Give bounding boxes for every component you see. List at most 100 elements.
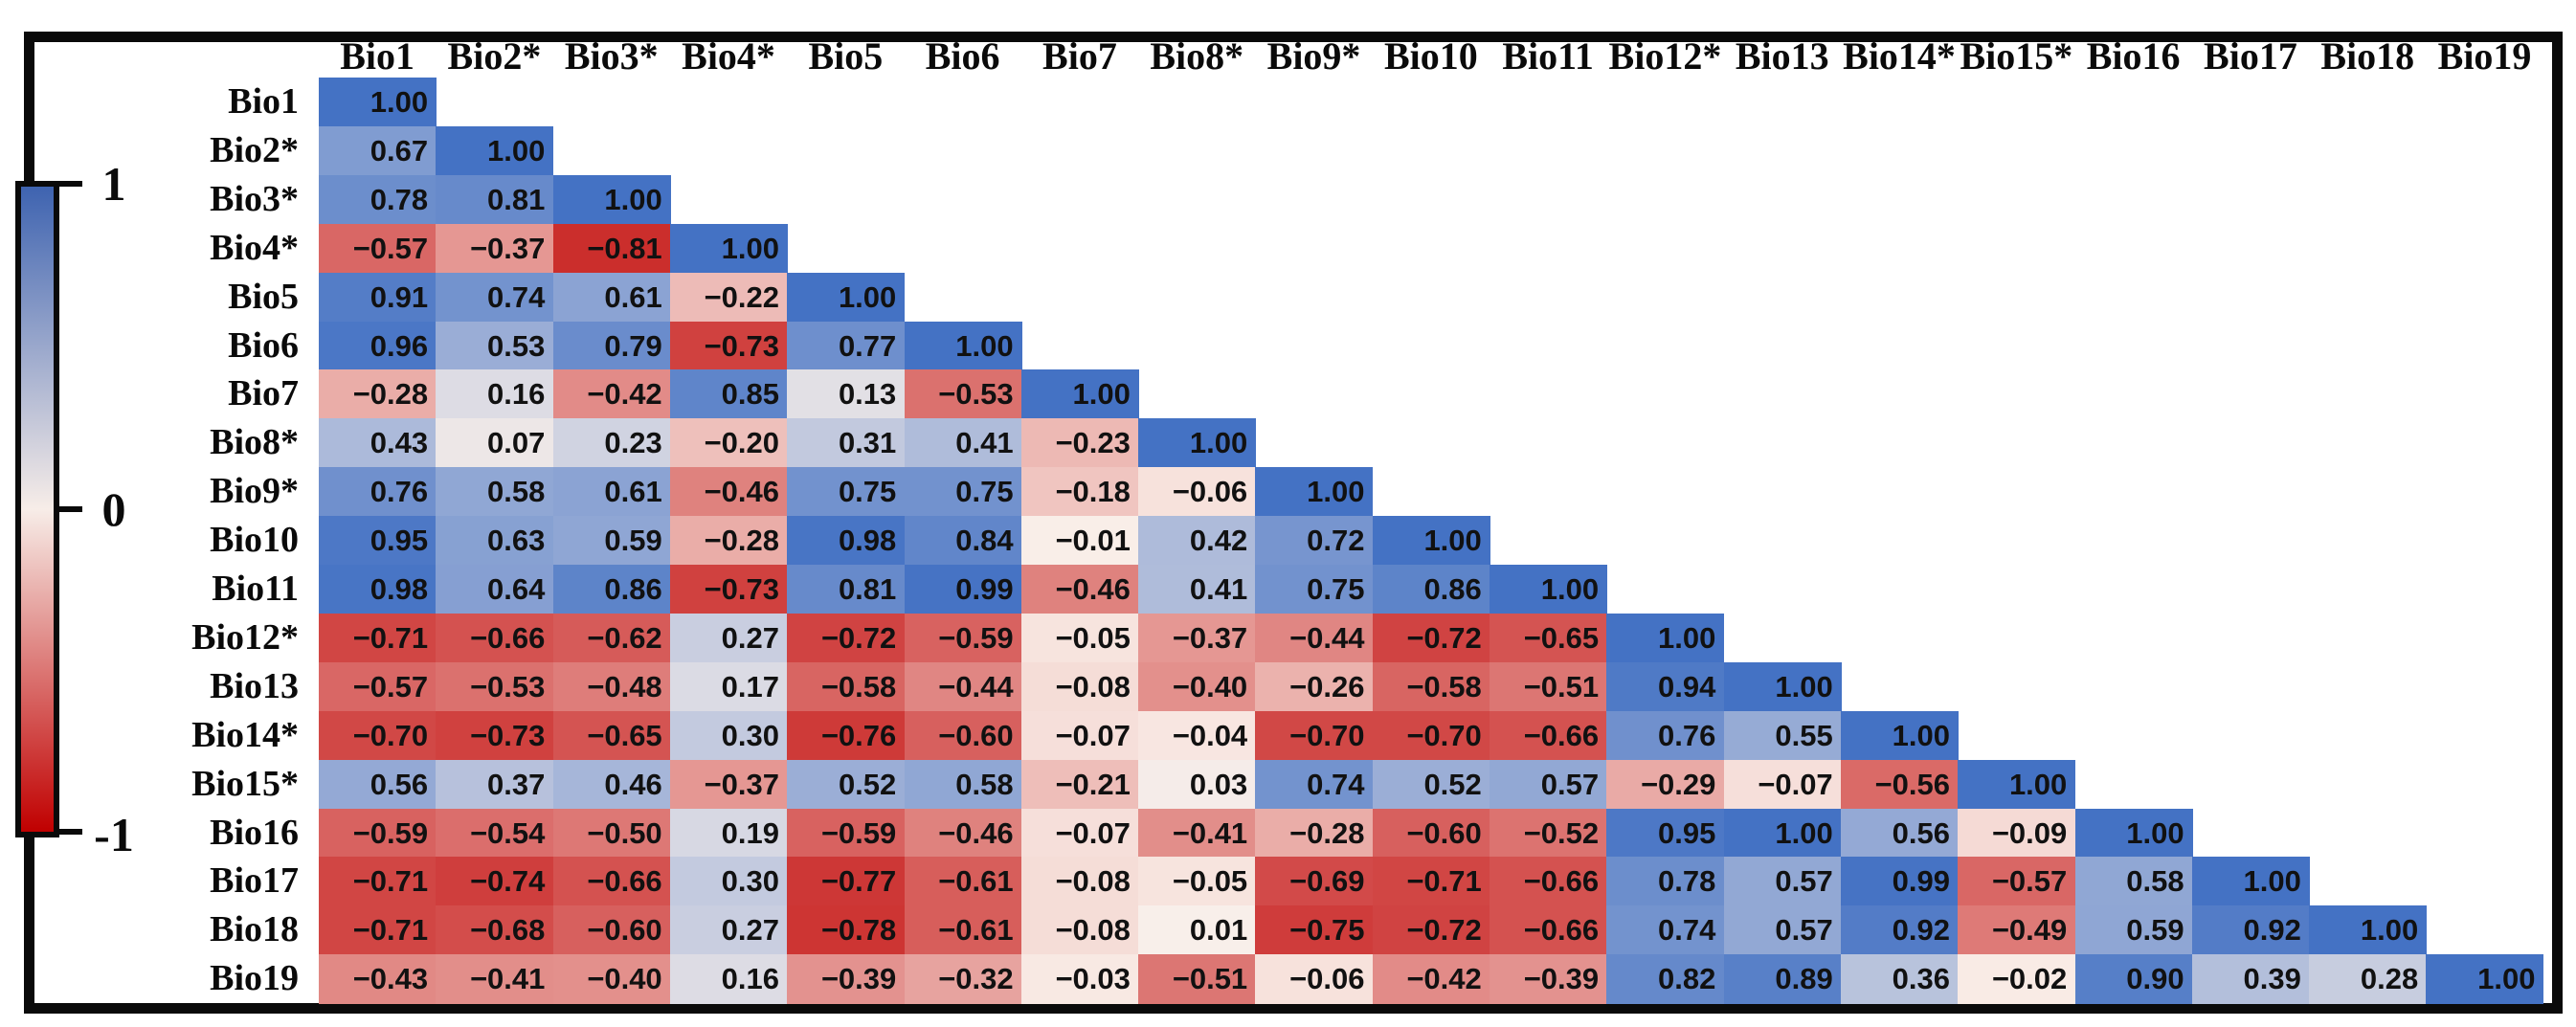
cell-Bio19-Bio11: −0.39 — [1490, 954, 1608, 1004]
cell-Bio8star-Bio6: 0.41 — [904, 418, 1022, 468]
cell-Bio19-Bio2star: −0.41 — [436, 954, 554, 1004]
cell-Bio15star-Bio13: −0.07 — [1723, 759, 1842, 810]
cell-Bio17-Bio2star: −0.74 — [436, 857, 554, 907]
cell-Bio18-Bio4star: 0.27 — [669, 905, 788, 955]
cell-Bio15star-Bio15star: 1.00 — [1958, 759, 2076, 810]
cell-Bio16-Bio13: 1.00 — [1723, 808, 1842, 859]
colorbar-gradient — [15, 181, 59, 837]
row-label-Bio15star: Bio15* — [191, 763, 299, 804]
cell-Bio8star-Bio3star: 0.23 — [552, 418, 671, 468]
cell-Bio19-Bio3star: −0.40 — [552, 954, 671, 1004]
cell-Bio11-Bio11: 1.00 — [1490, 565, 1608, 614]
cell-Bio9star-Bio1: 0.76 — [319, 467, 437, 517]
cell-Bio10-Bio9star: 0.72 — [1255, 516, 1374, 566]
row-label-Bio4star: Bio4* — [210, 227, 299, 268]
cell-Bio18-Bio9star: −0.75 — [1255, 905, 1374, 955]
row-label-Bio19: Bio19 — [210, 958, 299, 999]
cell-Bio19-Bio14star: 0.36 — [1840, 954, 1959, 1004]
cell-Bio5-Bio3star: 0.61 — [552, 272, 671, 323]
cell-Bio13-Bio7: −0.08 — [1020, 661, 1139, 712]
cell-Bio3star-Bio2star: 0.81 — [436, 174, 554, 225]
cell-Bio8star-Bio2star: 0.07 — [436, 418, 554, 468]
cell-Bio16-Bio5: −0.59 — [787, 808, 906, 859]
row-label-Bio9star: Bio9* — [210, 471, 299, 512]
cell-Bio14star-Bio8star: −0.04 — [1138, 710, 1257, 761]
cell-Bio14star-Bio6: −0.60 — [904, 710, 1022, 761]
cell-Bio8star-Bio5: 0.31 — [787, 418, 906, 468]
cell-Bio13-Bio11: −0.51 — [1490, 661, 1608, 712]
cell-Bio17-Bio10: −0.71 — [1372, 857, 1490, 907]
cell-Bio16-Bio11: −0.52 — [1490, 808, 1608, 859]
cell-Bio12star-Bio2star: −0.66 — [436, 613, 554, 663]
colorbar-tick-max — [57, 181, 82, 187]
col-header-Bio5: Bio5 — [808, 34, 884, 78]
col-header-Bio17: Bio17 — [2204, 34, 2297, 78]
cell-Bio19-Bio5: −0.39 — [787, 954, 906, 1004]
cell-Bio15star-Bio2star: 0.37 — [436, 759, 554, 810]
cell-Bio18-Bio5: −0.78 — [787, 905, 906, 955]
colorbar-tick-min — [57, 829, 82, 835]
cell-Bio15star-Bio12star: −0.29 — [1606, 759, 1725, 810]
col-header-Bio7: Bio7 — [1042, 34, 1117, 78]
cell-Bio13-Bio6: −0.44 — [904, 661, 1022, 712]
cell-Bio9star-Bio8star: −0.06 — [1138, 467, 1257, 517]
cell-Bio12star-Bio12star: 1.00 — [1606, 613, 1725, 663]
cell-Bio10-Bio5: 0.98 — [787, 516, 906, 566]
cell-Bio16-Bio7: −0.07 — [1020, 808, 1139, 859]
cell-Bio15star-Bio11: 0.57 — [1490, 759, 1608, 810]
cell-Bio16-Bio15star: −0.09 — [1958, 808, 2076, 859]
cell-Bio12star-Bio10: −0.72 — [1372, 613, 1490, 663]
colorbar-label-mid: 0 — [101, 482, 126, 536]
col-header-Bio13: Bio13 — [1735, 34, 1829, 78]
row-label-Bio8star: Bio8* — [210, 422, 299, 463]
cell-Bio10-Bio3star: 0.59 — [552, 516, 671, 566]
cell-Bio13-Bio2star: −0.53 — [436, 661, 554, 712]
col-header-Bio18: Bio18 — [2320, 34, 2415, 78]
cell-Bio13-Bio12star: 0.94 — [1606, 661, 1725, 712]
cell-Bio19-Bio8star: −0.51 — [1138, 954, 1257, 1004]
cell-Bio15star-Bio8star: 0.03 — [1138, 759, 1257, 810]
cell-Bio13-Bio3star: −0.48 — [552, 661, 671, 712]
cell-Bio18-Bio13: 0.57 — [1723, 905, 1842, 955]
cell-Bio5-Bio1: 0.91 — [319, 272, 437, 323]
cell-Bio3star-Bio1: 0.78 — [319, 174, 437, 225]
cell-Bio7-Bio1: −0.28 — [319, 369, 437, 420]
cell-Bio12star-Bio4star: 0.27 — [669, 613, 788, 663]
cell-Bio14star-Bio11: −0.66 — [1490, 710, 1608, 761]
row-label-Bio7: Bio7 — [228, 373, 299, 414]
cell-Bio6-Bio3star: 0.79 — [552, 321, 671, 371]
cell-Bio12star-Bio11: −0.65 — [1490, 613, 1608, 663]
col-header-Bio14star: Bio14* — [1843, 34, 1956, 78]
row-label-Bio18: Bio18 — [210, 909, 299, 950]
cell-Bio18-Bio1: −0.71 — [319, 905, 437, 955]
cell-Bio17-Bio8star: −0.05 — [1138, 857, 1257, 907]
cell-Bio10-Bio10: 1.00 — [1372, 516, 1490, 566]
cell-Bio17-Bio15star: −0.57 — [1958, 857, 2076, 907]
col-header-Bio9star: Bio9* — [1266, 34, 1361, 78]
row-label-Bio13: Bio13 — [210, 665, 299, 706]
cell-Bio18-Bio11: −0.66 — [1490, 905, 1608, 955]
cell-Bio9star-Bio6: 0.75 — [904, 467, 1022, 517]
cell-Bio14star-Bio2star: −0.73 — [436, 710, 554, 761]
row-label-Bio14star: Bio14* — [191, 714, 299, 755]
col-header-Bio2star: Bio2* — [447, 34, 542, 78]
col-header-Bio8star: Bio8* — [1150, 34, 1244, 78]
cell-Bio16-Bio1: −0.59 — [319, 808, 437, 859]
cell-Bio14star-Bio13: 0.55 — [1723, 710, 1842, 761]
cell-Bio11-Bio3star: 0.86 — [552, 565, 671, 614]
cell-Bio10-Bio6: 0.84 — [904, 516, 1022, 566]
cell-Bio19-Bio1: −0.43 — [319, 954, 437, 1004]
cell-Bio13-Bio13: 1.00 — [1723, 661, 1842, 712]
cell-Bio17-Bio11: −0.66 — [1490, 857, 1608, 907]
cell-Bio17-Bio13: 0.57 — [1723, 857, 1842, 907]
colorbar-label-min: -1 — [94, 808, 134, 861]
cell-Bio2star-Bio1: 0.67 — [319, 125, 437, 176]
cell-Bio6-Bio5: 0.77 — [787, 321, 906, 371]
cell-Bio13-Bio10: −0.58 — [1372, 661, 1490, 712]
cell-Bio18-Bio7: −0.08 — [1020, 905, 1139, 955]
cell-Bio17-Bio7: −0.08 — [1020, 857, 1139, 907]
cell-Bio16-Bio14star: 0.56 — [1840, 808, 1959, 859]
cell-Bio17-Bio14star: 0.99 — [1840, 857, 1959, 907]
cell-Bio19-Bio19: 1.00 — [2426, 954, 2544, 1004]
